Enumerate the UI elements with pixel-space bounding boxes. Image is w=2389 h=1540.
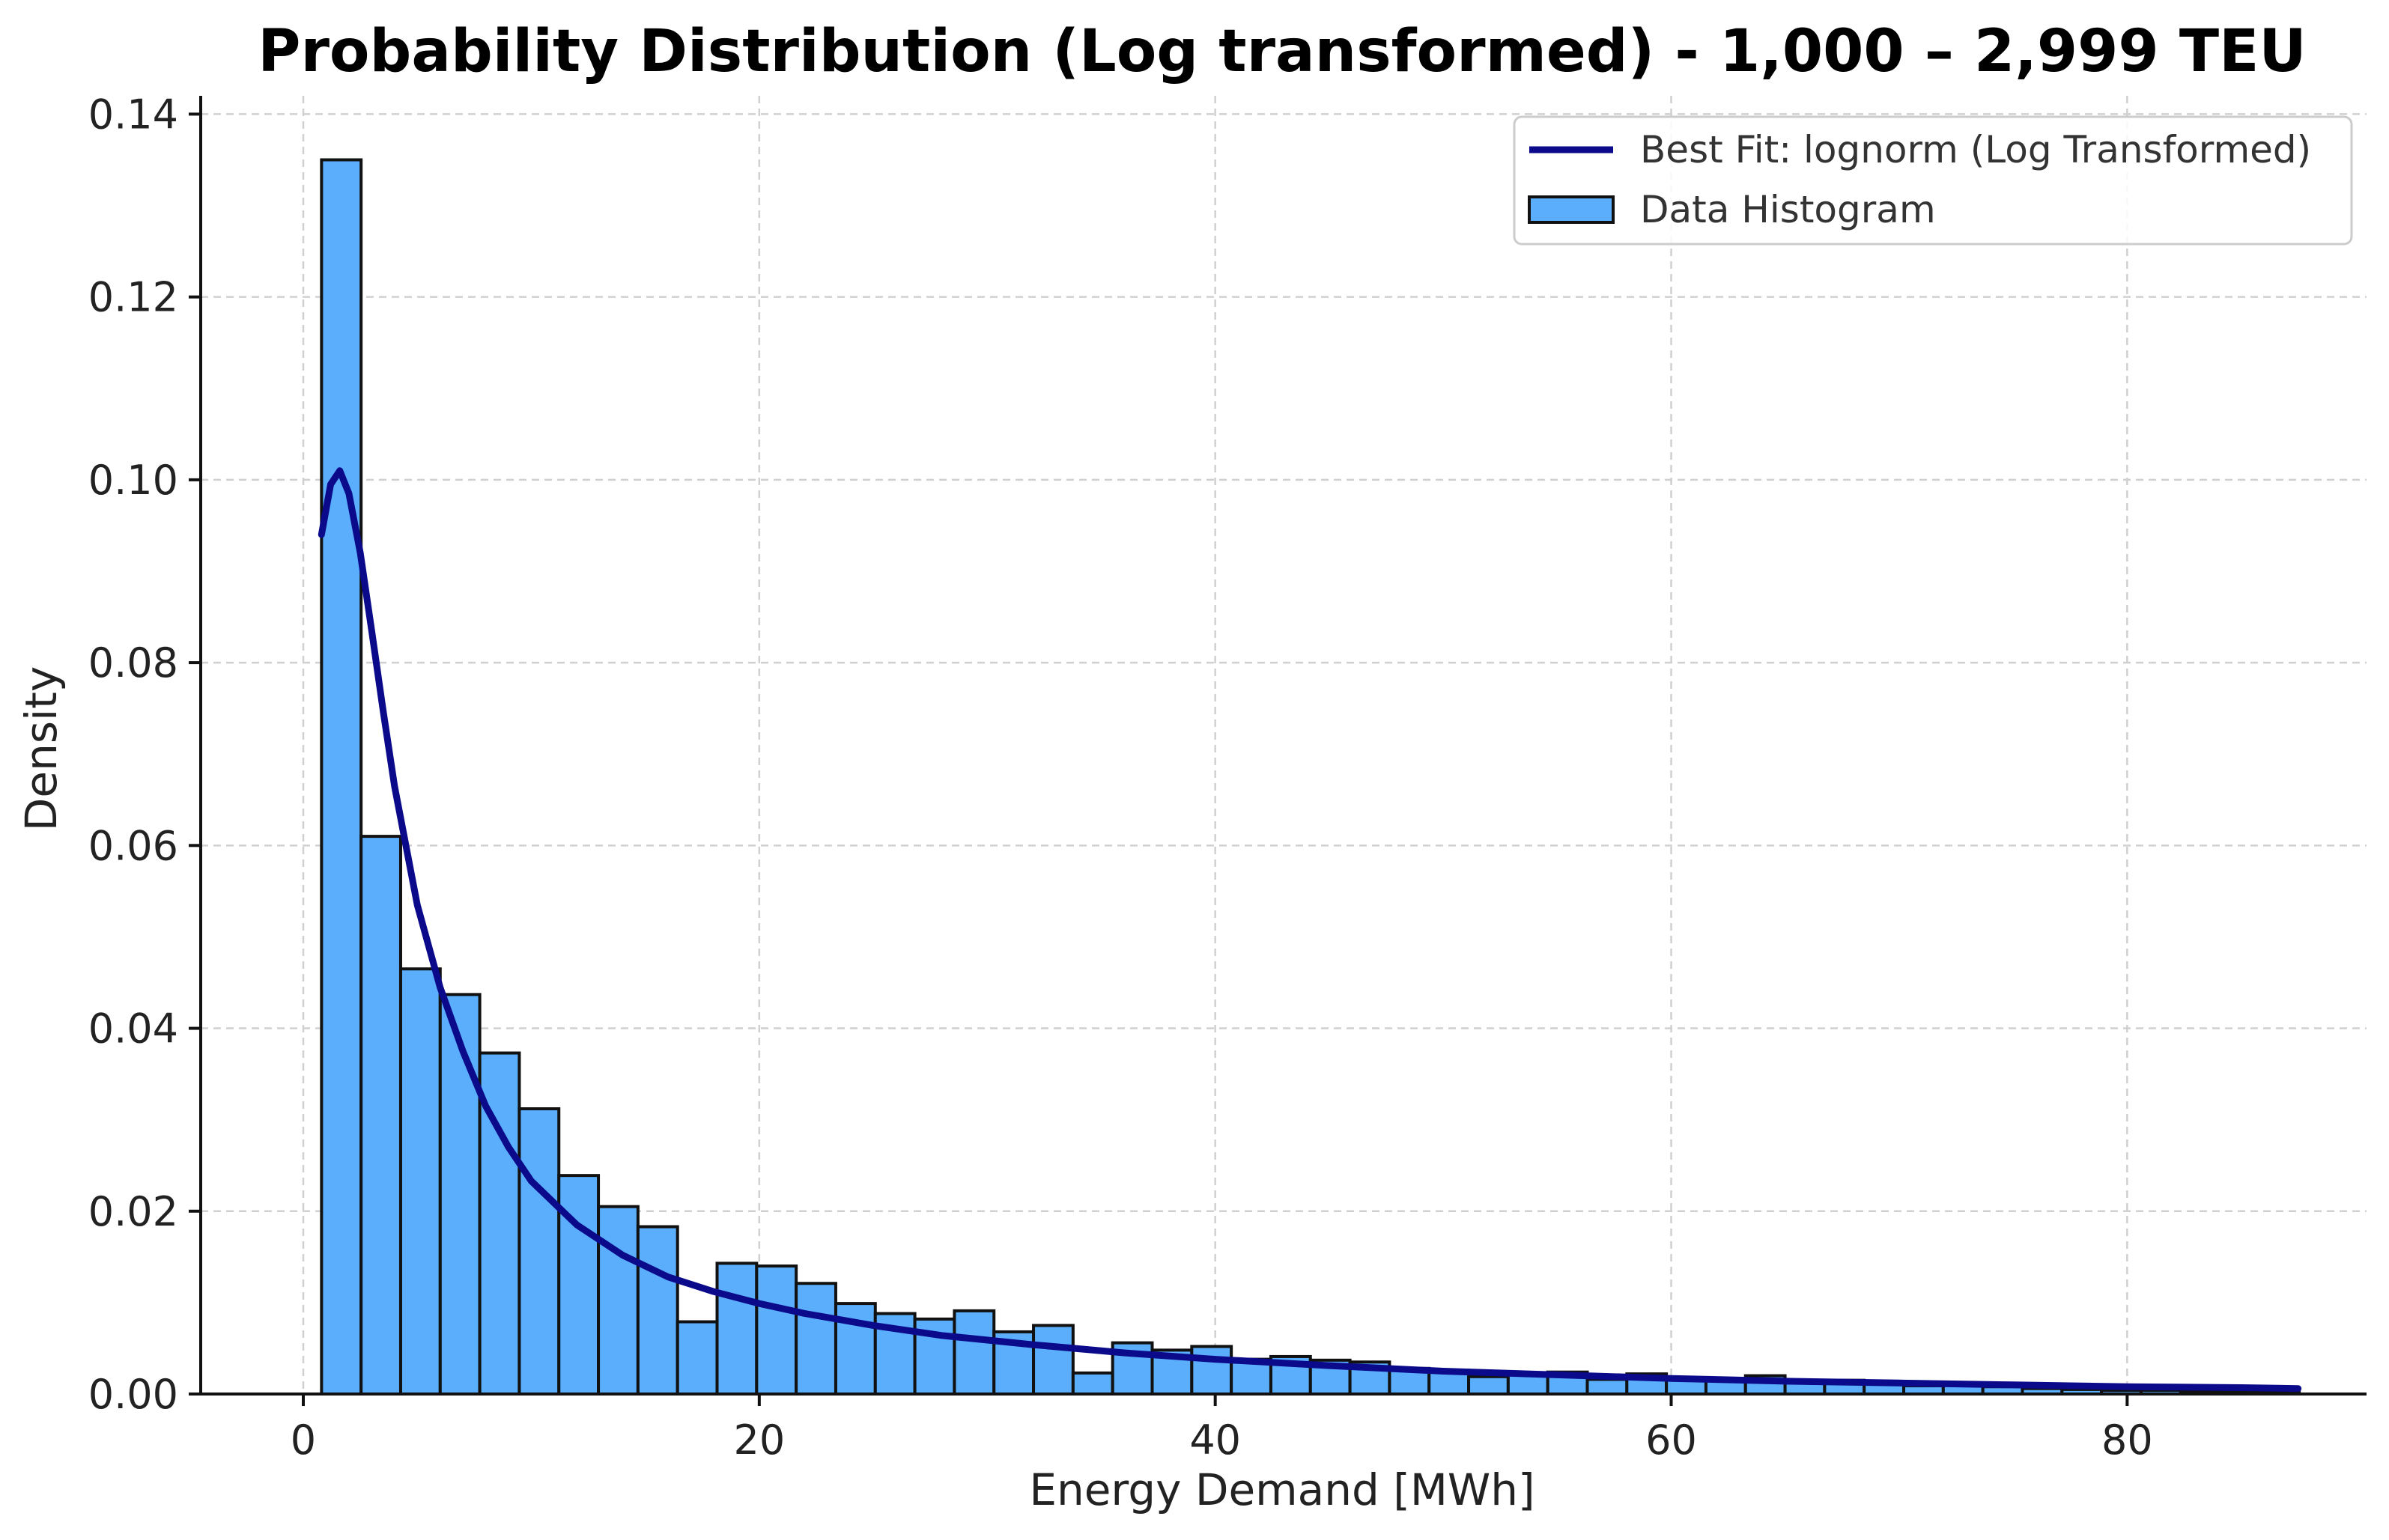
histogram-bar <box>636 1225 679 1396</box>
fit-line <box>318 467 2302 1393</box>
legend: Best Fit: lognorm (Log Transformed) Data … <box>1513 115 2353 246</box>
y-tick-label: 0.02 <box>88 1188 178 1235</box>
histogram-bar <box>557 1174 601 1396</box>
y-tick-label: 0.00 <box>88 1371 178 1418</box>
legend-label: Best Fit: lognorm (Log Transformed) <box>1640 128 2311 171</box>
histogram-bar <box>1190 1345 1233 1396</box>
histogram-bar <box>1585 1378 1629 1396</box>
x-tick-label: 60 <box>1645 1416 1697 1464</box>
histogram-bar <box>676 1320 719 1396</box>
y-tick-label: 0.04 <box>88 1005 178 1053</box>
histogram-bar <box>517 1107 561 1396</box>
x-tick-label: 0 <box>291 1416 316 1464</box>
x-axis-label: Energy Demand [MWh] <box>1029 1464 1535 1515</box>
histogram-bar <box>1467 1375 1510 1396</box>
histogram-bar <box>398 967 442 1396</box>
histogram-bar <box>1032 1324 1075 1396</box>
y-axis-label: Density <box>16 666 67 832</box>
histogram-bar <box>795 1282 837 1396</box>
histogram-bar <box>597 1205 640 1396</box>
legend-label: Data Histogram <box>1640 188 1936 231</box>
histogram-bar <box>755 1264 798 1396</box>
x-tick-label: 20 <box>733 1416 785 1464</box>
axes-layer <box>189 96 2367 1406</box>
x-tick-label: 40 <box>1189 1416 1241 1464</box>
histogram-bar <box>715 1261 759 1396</box>
y-tick-label: 0.12 <box>88 274 178 321</box>
histogram-bar <box>1071 1371 1114 1396</box>
legend-box <box>1513 115 2353 246</box>
histogram-bar <box>359 835 402 1396</box>
histogram-bar <box>320 158 363 1396</box>
histogram-bars <box>320 158 2301 1396</box>
fit-line-layer <box>318 467 2302 1393</box>
x-tick-label: 80 <box>2101 1416 2153 1464</box>
y-tick-label: 0.08 <box>88 639 178 687</box>
y-tick-label: 0.06 <box>88 822 178 869</box>
legend-patch-swatch <box>1528 195 1615 224</box>
y-tick-label: 0.14 <box>88 91 178 138</box>
y-tick-label: 0.10 <box>88 457 178 504</box>
chart-title: Probability Distribution (Log transforme… <box>258 18 2306 85</box>
histogram-bar <box>953 1309 996 1396</box>
histogram-bar <box>438 993 482 1396</box>
tick-labels: 0 20 40 60 80 0.00 0.02 0.04 0.06 0.08 0.10 0.12 0.1… <box>88 91 2153 1464</box>
